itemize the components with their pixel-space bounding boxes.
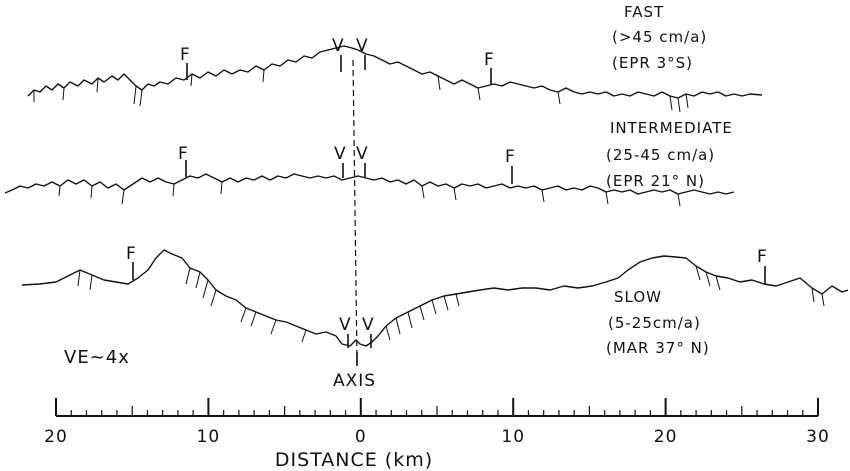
slow-volcanic-label-left: V bbox=[339, 315, 352, 335]
intermediate-hatch bbox=[172, 183, 175, 197]
intermediate-hatch bbox=[605, 191, 609, 205]
fast-fault-label-left: F bbox=[180, 45, 191, 65]
scale-tick-label: 20 bbox=[654, 427, 678, 447]
slow-hatch bbox=[443, 295, 449, 311]
intermediate-profile-title: INTERMEDIATE bbox=[610, 119, 733, 137]
intermediate-profile-location: (EPR 21° N) bbox=[606, 172, 705, 190]
fast-hatch bbox=[685, 93, 689, 109]
slow-hatch bbox=[821, 293, 825, 307]
intermediate-hatch bbox=[541, 189, 545, 203]
fast-hatch bbox=[262, 69, 265, 83]
scale-tick-label: 30 bbox=[806, 427, 830, 447]
fast-profile-title: FAST bbox=[624, 3, 664, 21]
slow-hatch bbox=[431, 299, 437, 315]
slow-profile-location: (MAR 37° N) bbox=[606, 339, 710, 357]
fast-hatch bbox=[557, 91, 561, 105]
slow-hatch bbox=[695, 265, 701, 281]
slow-hatch bbox=[301, 329, 307, 343]
slow-hatch bbox=[77, 269, 81, 287]
scale-tick-label: 10 bbox=[501, 427, 525, 447]
fast-profile-line bbox=[27, 45, 763, 99]
fast-hatch bbox=[190, 73, 193, 87]
fast-fault-label-right: F bbox=[484, 50, 495, 70]
fast-hatch bbox=[477, 87, 481, 101]
slow-hatch bbox=[240, 307, 247, 323]
slow-hatch bbox=[395, 317, 401, 335]
intermediate-profile-line bbox=[4, 173, 735, 195]
distance-scale-labels: 20 10 0 10 20 30 bbox=[44, 427, 830, 447]
intermediate-fault-hatches bbox=[58, 181, 681, 207]
slow-hatch bbox=[89, 274, 93, 291]
intermediate-profile: F F V V INTERMEDIATE (25-45 cm/a) (EPR 2… bbox=[4, 119, 735, 207]
distance-scale-ticks bbox=[55, 398, 819, 416]
intermediate-hatch bbox=[58, 185, 61, 197]
fast-volcanic-label-right: V bbox=[356, 36, 369, 56]
slow-hatch bbox=[715, 275, 721, 291]
fast-fault-hatches bbox=[33, 69, 689, 113]
fast-hatch bbox=[96, 77, 99, 93]
fast-hatch bbox=[669, 95, 673, 111]
scale-tick-label: 10 bbox=[197, 427, 221, 447]
fast-profile: F F V V FAST (>45 cm/a) (EPR 3°S) bbox=[27, 3, 763, 113]
intermediate-volcanic-label-right: V bbox=[356, 144, 369, 164]
slow-hatch bbox=[185, 267, 191, 285]
slow-hatch bbox=[202, 279, 209, 299]
fast-hatch bbox=[62, 87, 65, 101]
slow-fault-hatches bbox=[77, 265, 825, 343]
intermediate-fault-label-left: F bbox=[178, 144, 189, 164]
intermediate-hatch bbox=[421, 185, 425, 199]
slow-hatch bbox=[270, 319, 277, 335]
slow-profile-title: SLOW bbox=[614, 288, 662, 306]
slow-hatch bbox=[407, 311, 413, 329]
ridge-axis-dashed-line bbox=[352, 59, 358, 363]
slow-hatch bbox=[811, 287, 815, 303]
slow-profile-line bbox=[21, 249, 849, 347]
intermediate-volcanic-label-left: V bbox=[334, 144, 347, 164]
slow-hatch bbox=[419, 305, 425, 321]
intermediate-hatch bbox=[90, 185, 93, 199]
slow-fault-label-left: F bbox=[126, 244, 137, 264]
intermediate-hatch bbox=[220, 181, 223, 195]
slow-volcanic-label-right: V bbox=[362, 315, 375, 335]
intermediate-fault-label-right: F bbox=[505, 147, 516, 167]
fast-hatch bbox=[437, 75, 441, 91]
fast-profile-location: (EPR 3°S) bbox=[612, 54, 693, 72]
slow-fault-label-right: F bbox=[757, 247, 768, 267]
vertical-exaggeration-label: VE~4x bbox=[64, 347, 130, 368]
slow-profile-rate: (5-25cm/a) bbox=[608, 314, 701, 332]
fast-hatch bbox=[139, 89, 143, 107]
scale-tick-label: 0 bbox=[355, 427, 367, 447]
distance-scale: 20 10 0 10 20 30 DISTANCE (km) bbox=[44, 398, 830, 471]
slow-hatch bbox=[250, 311, 257, 327]
slow-hatch bbox=[455, 293, 460, 307]
fast-volcanic-label-left: V bbox=[332, 36, 345, 56]
intermediate-hatch bbox=[677, 193, 681, 207]
slow-hatch bbox=[210, 289, 217, 307]
slow-hatch bbox=[385, 325, 391, 341]
fast-hatch bbox=[133, 85, 137, 105]
intermediate-hatch bbox=[121, 189, 125, 205]
ridge-axis-label: AXIS bbox=[333, 371, 376, 391]
slow-hatch bbox=[195, 271, 201, 289]
scale-tick-label: 20 bbox=[44, 427, 68, 447]
fast-profile-rate: (>45 cm/a) bbox=[612, 28, 707, 46]
intermediate-profile-rate: (25-45 cm/a) bbox=[606, 146, 715, 164]
intermediate-hatch bbox=[453, 187, 457, 201]
distance-scale-title: DISTANCE (km) bbox=[275, 449, 433, 471]
slow-hatch bbox=[705, 271, 711, 287]
fast-hatch bbox=[677, 97, 681, 113]
slow-profile: F F V V SLOW (5-25cm/a) (MAR 37° N) bbox=[21, 244, 849, 357]
